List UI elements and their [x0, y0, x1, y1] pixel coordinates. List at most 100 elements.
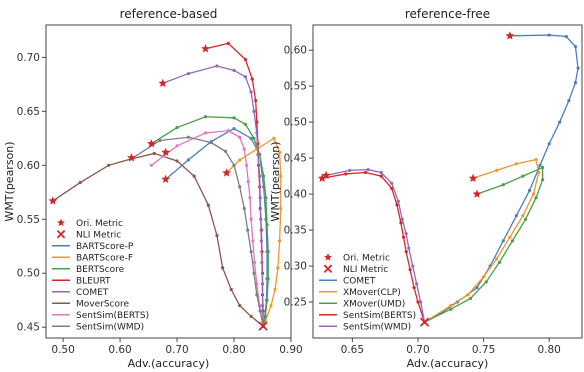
series-7-point-10 — [252, 271, 256, 275]
series-1-point-8 — [276, 266, 280, 270]
series-7-point-12 — [258, 309, 262, 313]
series-2-point-4 — [541, 178, 545, 182]
series-5-point-12 — [249, 314, 253, 319]
x-tick-label-1: 0.70 — [406, 344, 429, 356]
x-axis-label: Adv.(accuracy) — [407, 357, 489, 370]
series-1-point-3 — [534, 157, 538, 162]
series-4-point-8 — [256, 152, 260, 157]
series-7-point-3 — [209, 141, 213, 145]
legend-star-icon — [324, 253, 332, 261]
nli-metric-x-0 — [419, 317, 430, 327]
legend-label-marker-0: Ori. Metric — [76, 219, 123, 229]
series-6-point-5 — [242, 147, 246, 151]
series-4-point-11 — [419, 300, 423, 304]
series-2-point-9 — [484, 280, 488, 284]
ori-metric-star-6 — [222, 168, 231, 177]
series-4-point-4 — [243, 75, 248, 79]
series-2-point-6 — [523, 217, 528, 221]
ori-metric-star-3 — [161, 147, 171, 157]
legend-label-marker-1: NLI Metric — [76, 230, 121, 240]
x-tick-label-1: 0.60 — [108, 344, 131, 356]
series-1-point-5 — [279, 174, 283, 178]
series-3-point-2 — [363, 170, 368, 175]
ori-metric-star-3 — [468, 173, 478, 182]
series-5-point-9 — [221, 266, 225, 270]
legend-x-icon — [56, 230, 66, 239]
y-tick-label-5: 0.70 — [17, 52, 40, 64]
legend-label-marker-1: NLI Metric — [343, 265, 388, 275]
series-3-point-3 — [250, 77, 254, 81]
series-6-point-7 — [246, 179, 250, 184]
series-6-point-6 — [244, 163, 249, 167]
series-4-point-14 — [260, 282, 265, 286]
y-tick-label-4: 0.65 — [17, 106, 40, 118]
series-7-point-6 — [238, 185, 242, 189]
x-tick-label-4: 0.90 — [279, 344, 302, 356]
x-axis-label: Adv.(accuracy) — [128, 357, 210, 370]
series-1-point-7 — [508, 235, 512, 239]
series-3-point-7 — [401, 235, 406, 239]
y-tick-label-0: 0.25 — [284, 297, 307, 309]
series-4-point-9 — [258, 174, 262, 178]
series-1-point-5 — [531, 192, 536, 196]
ori-metric-star-0 — [505, 31, 515, 40]
series-6-point-8 — [248, 196, 252, 200]
series-2 — [422, 165, 545, 324]
series-4-point-5 — [396, 199, 400, 203]
series-0-point-1 — [547, 33, 551, 37]
series-1-point-3 — [272, 136, 276, 140]
series-4-point-11 — [259, 217, 263, 221]
series-7-point-2 — [186, 135, 191, 139]
series-1-point-6 — [279, 206, 283, 211]
series-3-point-4 — [390, 186, 394, 190]
ori-metric-star-1 — [158, 78, 168, 87]
ori-metric-star-5 — [161, 174, 171, 184]
legend-label-series-1: XMover(CLP) — [343, 288, 401, 298]
series-6-point-1 — [175, 144, 179, 148]
series-2-point-4 — [243, 122, 248, 126]
series-7-point-9 — [249, 250, 253, 254]
series-1-point-9 — [273, 287, 277, 292]
series-5-point-8 — [215, 233, 219, 238]
series-1-point-4 — [278, 150, 282, 154]
series-4-point-2 — [366, 168, 370, 172]
series-5-point-11 — [238, 304, 242, 308]
series-4-point-3 — [232, 68, 236, 72]
ori-metric-star-0 — [201, 44, 210, 53]
series-2-point-13 — [263, 314, 267, 319]
series-line-5 — [52, 152, 264, 327]
series-1-point-10 — [466, 293, 470, 297]
ori-metric-star-7 — [48, 196, 58, 205]
series-0-point-10 — [527, 188, 532, 193]
series-6-point-11 — [252, 260, 257, 265]
series-4-point-1 — [186, 71, 191, 76]
series-2-point-12 — [265, 298, 269, 302]
y-tick-label-3: 0.60 — [17, 160, 40, 172]
nli-metric-x-0-stroke-b — [258, 321, 268, 331]
ori-metric-star-4 — [127, 153, 136, 162]
series-2-point-1 — [501, 183, 505, 187]
series-0-point-8 — [547, 142, 551, 146]
series-2-point-11 — [449, 307, 453, 311]
series-5-point-1 — [78, 180, 82, 185]
series-5-point-4 — [152, 151, 156, 156]
series-5 — [51, 151, 265, 328]
series-3-point-2 — [243, 57, 248, 62]
legend-star-icon — [57, 218, 65, 227]
series-2-point-8 — [264, 196, 268, 200]
series-1-point-9 — [481, 275, 486, 279]
series-3-point-3 — [379, 174, 383, 178]
series-1-point-4 — [537, 170, 541, 175]
series-2-point-11 — [266, 277, 270, 281]
series-6-point-10 — [251, 239, 255, 243]
series-1-point-10 — [269, 304, 273, 308]
y-tick-label-2: 0.55 — [17, 214, 40, 226]
series-1-point-1 — [238, 158, 242, 162]
y-axis-label: WMT(pearson) — [269, 141, 282, 221]
series-4-point-10 — [258, 196, 262, 200]
series-1-point-2 — [514, 162, 518, 166]
legend-label-series-4: COMET — [76, 288, 109, 298]
y-tick-label-3: 0.40 — [284, 189, 307, 201]
